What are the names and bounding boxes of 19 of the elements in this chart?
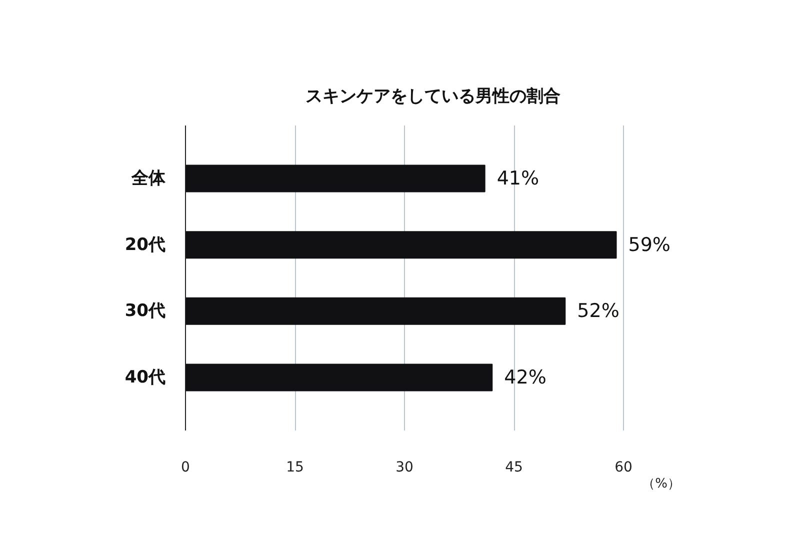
x-tick-label: 0 bbox=[181, 460, 190, 476]
x-tick-label: 15 bbox=[286, 460, 304, 476]
bar bbox=[186, 364, 493, 392]
x-tick-label: 30 bbox=[396, 460, 414, 476]
x-tick-label: 60 bbox=[614, 460, 632, 476]
data-label: 42% bbox=[504, 366, 546, 388]
bar bbox=[186, 297, 566, 325]
x-axis-title: （%） bbox=[642, 476, 681, 492]
data-label: 41% bbox=[496, 168, 540, 190]
x-tick-label: 45 bbox=[505, 460, 523, 476]
bar bbox=[186, 231, 617, 259]
chart-title: スキンケアをしている男性の割合 bbox=[306, 86, 560, 106]
data-label: 59% bbox=[628, 234, 670, 256]
y-tick-label: 40代 bbox=[124, 367, 166, 388]
y-tick-label: 全体 bbox=[130, 168, 166, 189]
bar bbox=[186, 164, 486, 192]
y-tick-label: 20代 bbox=[124, 234, 166, 255]
y-tick-label: 30代 bbox=[124, 301, 166, 322]
data-label: 52% bbox=[577, 300, 620, 322]
